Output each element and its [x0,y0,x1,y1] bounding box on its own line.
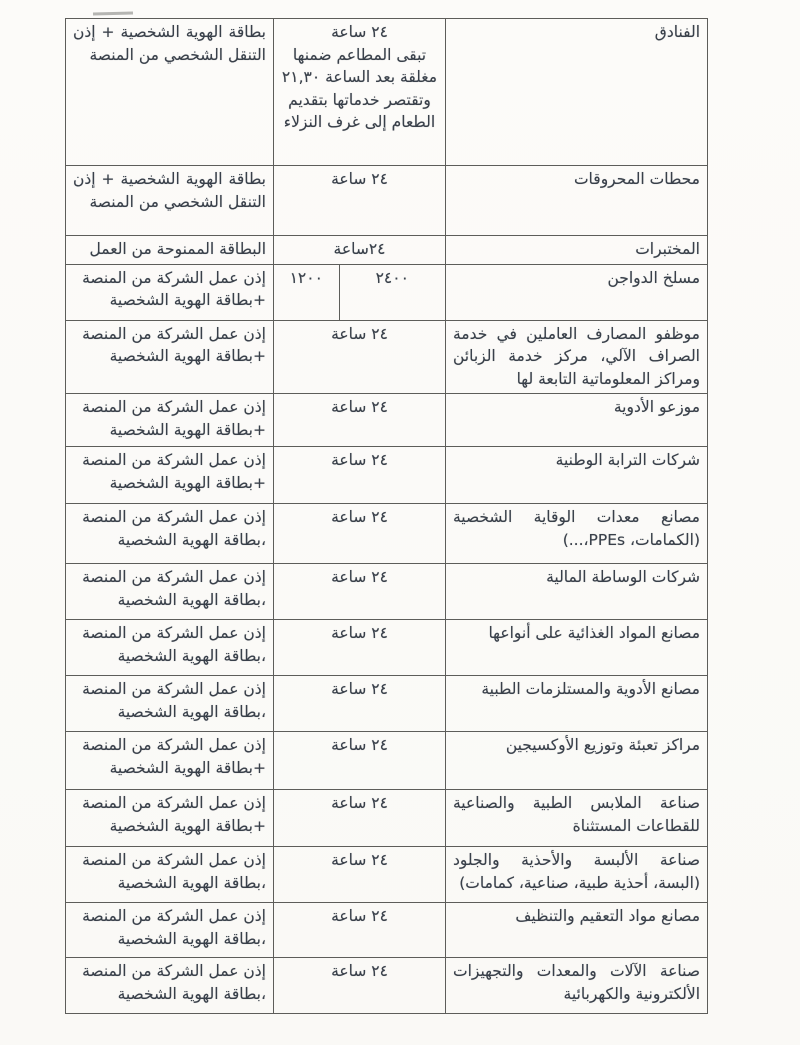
hours-cell: ٢٤ ساعة [274,394,446,446]
table-row: صناعة الألبسة والأحذية والجلود (البسة، أ… [66,846,707,902]
table-row: المختبرات ٢٤ساعة البطاقة الممنوحة من الع… [66,235,707,264]
table-row: مصانع معدات الوقاية الشخصية (الكمامات، P… [66,503,707,563]
hours-cell: ٢٤ ساعة [274,732,446,789]
permits-table: الفنادق ٢٤ ساعة تبقى المطاعم ضمنها مغلقة… [65,18,708,1014]
category-cell: صناعة الملابس الطبية والصناعية للقطاعات … [453,794,700,835]
hours-cell: ٢٤ ساعة [274,847,446,902]
category-cell: صناعة الآلات والمعدات والتجهيزات الألكتر… [453,962,700,1003]
table-row: الفنادق ٢٤ ساعة تبقى المطاعم ضمنها مغلقة… [66,19,707,165]
hours-cell: ٢٤ ساعة [274,320,446,393]
permit-cell: إذن عمل الشركة من المنصة +بطاقة الهوية ا… [66,732,274,789]
category-cell: محطات المحروقات [573,170,700,188]
hours-cell: ٢٤ ساعة [274,564,446,619]
table-row: مصانع مواد التعقيم والتنظيف ٢٤ ساعة إذن … [66,902,707,957]
category-cell: مسلخ الدواجن [607,268,700,287]
table-row: مسلخ الدواجن ٢٤٠٠ ١٢٠٠ إذن عمل الشركة من… [66,263,707,320]
permit-cell: البطاقة الممنوحة من العمل [66,236,274,264]
hours-cell: ٢٤ ساعة [274,504,446,563]
hours-cell: ٢٤ ساعة [274,620,446,675]
table-row: موزعو الأدوية ٢٤ ساعة إذن عمل الشركة من … [66,393,707,446]
table-row: صناعة الآلات والمعدات والتجهيزات الألكتر… [66,957,707,1013]
table-row: مصانع الأدوية والمستلزمات الطبية ٢٤ ساعة… [66,675,707,731]
hours-cell: ٢٤ ساعة [274,903,446,957]
category-cell: مصانع معدات الوقاية الشخصية (الكمامات، P… [453,508,700,549]
hours-value-left: ١٢٠٠ [289,268,323,287]
table-row: صناعة الملابس الطبية والصناعية للقطاعات … [66,789,707,846]
hours-cell: ٢٤ ساعة [274,676,446,731]
table-row: شركات الوساطة المالية ٢٤ ساعة إذن عمل ال… [66,563,707,619]
permit-cell: إذن عمل الشركة من المنصة ،بطاقة الهوية ا… [66,847,274,902]
category-cell: موزعو الأدوية [613,398,700,416]
permit-cell: إذن عمل الشركة من المنصة ،بطاقة الهوية ا… [66,958,274,1013]
permit-cell: إذن عمل الشركة من المنصة +بطاقة الهوية ا… [66,790,274,846]
permit-cell: إذن عمل الشركة من المنصة ،بطاقة الهوية ا… [66,676,274,731]
permit-cell: إذن عمل الشركة من المنصة ،بطاقة الهوية ا… [66,504,274,563]
table-row: شركات الترابة الوطنية ٢٤ ساعة إذن عمل ال… [66,446,707,503]
hours-cell: ٢٤ ساعة [274,958,446,1013]
hours-value-right: ٢٤٠٠ [338,264,445,320]
category-cell: الفنادق [654,23,700,41]
hours-cell-split: ٢٤٠٠ ١٢٠٠ [274,264,446,320]
category-cell: شركات الترابة الوطنية [555,451,700,469]
hours-cell: ٢٤ ساعة تبقى المطاعم ضمنها مغلقة بعد الس… [274,19,446,165]
permit-cell: إذن عمل الشركة من المنصة +بطاقة الهوية ا… [66,447,274,503]
scan-artifact [92,11,134,16]
category-cell: المختبرات [635,240,700,258]
permit-cell: إذن عمل الشركة من المنصة +بطاقة الهوية ا… [66,320,274,393]
table-row: محطات المحروقات ٢٤ ساعة بطاقة الهوية الش… [66,165,707,235]
hours-cell: ٢٤ ساعة [274,790,446,846]
hours-cell: ٢٤ساعة [274,236,446,264]
permits-table-wrapper: الفنادق ٢٤ ساعة تبقى المطاعم ضمنها مغلقة… [65,18,708,1014]
category-cell: موظفو المصارف العاملين في خدمة الصراف ال… [453,324,700,388]
category-cell: مصانع الأدوية والمستلزمات الطبية [481,680,700,698]
permit-cell: بطاقة الهوية الشخصية + إذن التنقل الشخصي… [66,166,274,235]
permit-cell: إذن عمل الشركة من المنصة +بطاقة الهوية ا… [66,264,274,320]
category-cell: مصانع المواد الغذائية على أنواعها [488,624,700,642]
category-cell: شركات الوساطة المالية [546,568,700,586]
hours-cell: ٢٤ ساعة [274,447,446,503]
hours-cell: ٢٤ ساعة [274,166,446,235]
permit-cell: إذن عمل الشركة من المنصة +بطاقة الهوية ا… [66,394,274,446]
permit-cell: إذن عمل الشركة من المنصة ،بطاقة الهوية ا… [66,564,274,619]
permit-cell: إذن عمل الشركة من المنصة ،بطاقة الهوية ا… [66,903,274,957]
category-cell: مراكز تعبئة وتوزيع الأوكسيجين [505,736,700,754]
table-row: موظفو المصارف العاملين في خدمة الصراف ال… [66,319,707,393]
permit-cell: إذن عمل الشركة من المنصة ،بطاقة الهوية ا… [66,620,274,675]
permit-cell: بطاقة الهوية الشخصية + إذن التنقل الشخصي… [66,19,274,165]
table-row: مصانع المواد الغذائية على أنواعها ٢٤ ساع… [66,619,707,675]
table-row: مراكز تعبئة وتوزيع الأوكسيجين ٢٤ ساعة إذ… [66,731,707,789]
category-cell: صناعة الألبسة والأحذية والجلود (البسة، أ… [453,851,700,892]
category-cell: مصانع مواد التعقيم والتنظيف [515,907,700,925]
